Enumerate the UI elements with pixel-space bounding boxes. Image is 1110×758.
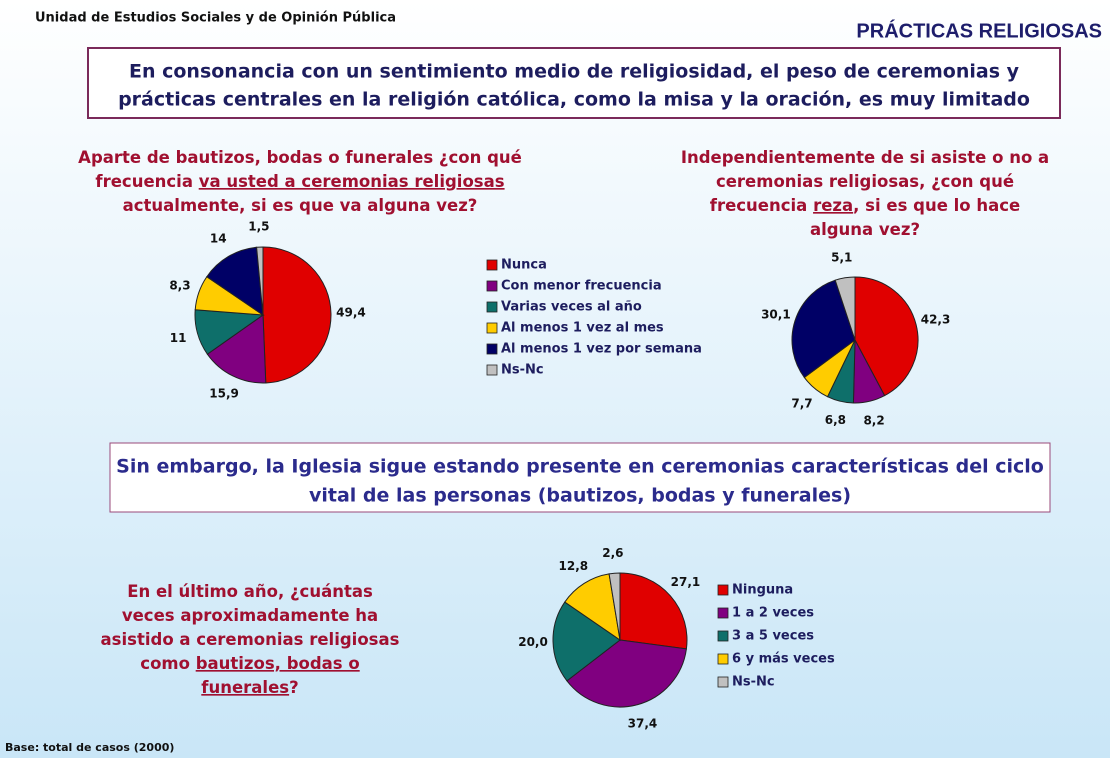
legend-label: Nunca [501,258,547,273]
box-1 [87,47,1061,119]
data-label: 1,5 [248,220,269,234]
question-line: actualmente, si es que va alguna vez? [123,196,478,215]
data-label: 20,0 [518,635,548,649]
legend-label: 6 y más veces [732,652,835,667]
legend-label: Al menos 1 vez por semana [501,342,702,357]
data-label: 8,3 [169,278,190,292]
question-line: como bautizos, bodas o [140,654,359,673]
legend-label: Ns-Nc [732,675,775,690]
question-line: veces aproximadamente ha [122,606,378,625]
pie-slice [791,279,856,379]
legend-swatch [717,607,729,619]
box-1-line: En consonancia con un sentimiento medio … [129,61,1020,83]
legend-swatch [717,676,729,688]
question-text: como [140,654,195,673]
legend-swatch [486,259,498,271]
question-text: Independientemente de si asiste o no a [681,148,1049,167]
data-label: 2,6 [602,546,623,560]
pie-slice [566,639,687,708]
org-name: Unidad de Estudios Sociales y de Opinión… [35,11,396,26]
pie-slice [619,572,688,650]
question-text: ceremonias religiosas, ¿con qué [716,172,1014,191]
legend-swatch [717,630,729,642]
question-text: alguna vez? [810,220,920,239]
question-text: ? [289,678,299,697]
legend-label: 1 a 2 veces [732,606,814,621]
question-line: funerales? [201,678,298,697]
legend-swatch [717,653,729,665]
data-label: 7,7 [791,396,812,410]
question-line: Independientemente de si asiste o no a [681,148,1049,167]
question-text: funerales [201,678,289,697]
legend-label: Al menos 1 vez al mes [501,321,664,336]
pie-slice [552,601,621,682]
box-2-line: vital de las personas (bautizos, bodas y… [309,485,851,507]
data-label: 42,3 [921,312,951,326]
data-label: 27,1 [671,575,701,589]
pie-slice [854,276,919,397]
slide-title: PRÁCTICAS RELIGIOSAS [856,19,1102,42]
question-text: frecuencia [710,196,813,215]
question-text: frecuencia [95,172,198,191]
question-line: Aparte de bautizos, bodas o funerales ¿c… [78,148,522,167]
data-label: 15,9 [209,386,239,400]
question-line: ceremonias religiosas, ¿con qué [716,172,1014,191]
question-line: En el último año, ¿cuántas [127,582,373,601]
legend-label: Varias veces al año [501,300,642,315]
legend-swatch [486,343,498,355]
question-text: actualmente, si es que va alguna vez? [123,196,478,215]
data-label: 30,1 [761,307,791,321]
legend-label: Ninguna [732,583,793,598]
question-line: asistido a ceremonias religiosas [101,630,400,649]
legend-swatch [486,322,498,334]
legend-label: Con menor frecuencia [501,279,662,294]
pie-slice [206,314,267,384]
question-text: , si es que lo hace [853,196,1020,215]
data-label: 49,4 [336,306,366,320]
box-1-line: prácticas centrales en la religión catól… [118,89,1030,111]
legend-label: 3 a 5 veces [732,629,814,644]
data-label: 11 [170,331,187,345]
legend-swatch [486,364,498,376]
legend-label: Ns-Nc [501,363,544,378]
pie-slice [262,246,332,384]
data-label: 12,8 [559,559,589,573]
box-2-line: Sin embargo, la Iglesia sigue estando pr… [116,456,1044,478]
question-text: va usted a ceremonias religiosas [199,172,505,191]
box-2 [109,442,1051,513]
question-line: frecuencia va usted a ceremonias religio… [95,172,504,191]
data-label: 37,4 [628,717,658,731]
legend-swatch [486,280,498,292]
data-label: 6,8 [825,413,846,427]
question-text: asistido a ceremonias religiosas [101,630,400,649]
data-label: 5,1 [831,251,852,265]
pie-slice [206,246,264,317]
legend-swatch [486,301,498,313]
pie-slice [608,572,621,641]
pie-slice [834,276,856,341]
data-label: 14 [210,232,227,246]
question-text: reza [813,196,853,215]
question-text: veces aproximadamente ha [122,606,378,625]
pie-slice [256,246,264,316]
question-line: alguna vez? [810,220,920,239]
question-text: En el último año, ¿cuántas [127,582,373,601]
question-text: Aparte de bautizos, bodas o funerales ¿c… [78,148,522,167]
question-line: frecuencia reza, si es que lo hace [710,196,1020,215]
footer: Base: total de casos (2000) [5,741,174,754]
data-label: 8,2 [863,413,884,427]
legend-swatch [717,584,729,596]
question-text: bautizos, bodas o [196,654,360,673]
